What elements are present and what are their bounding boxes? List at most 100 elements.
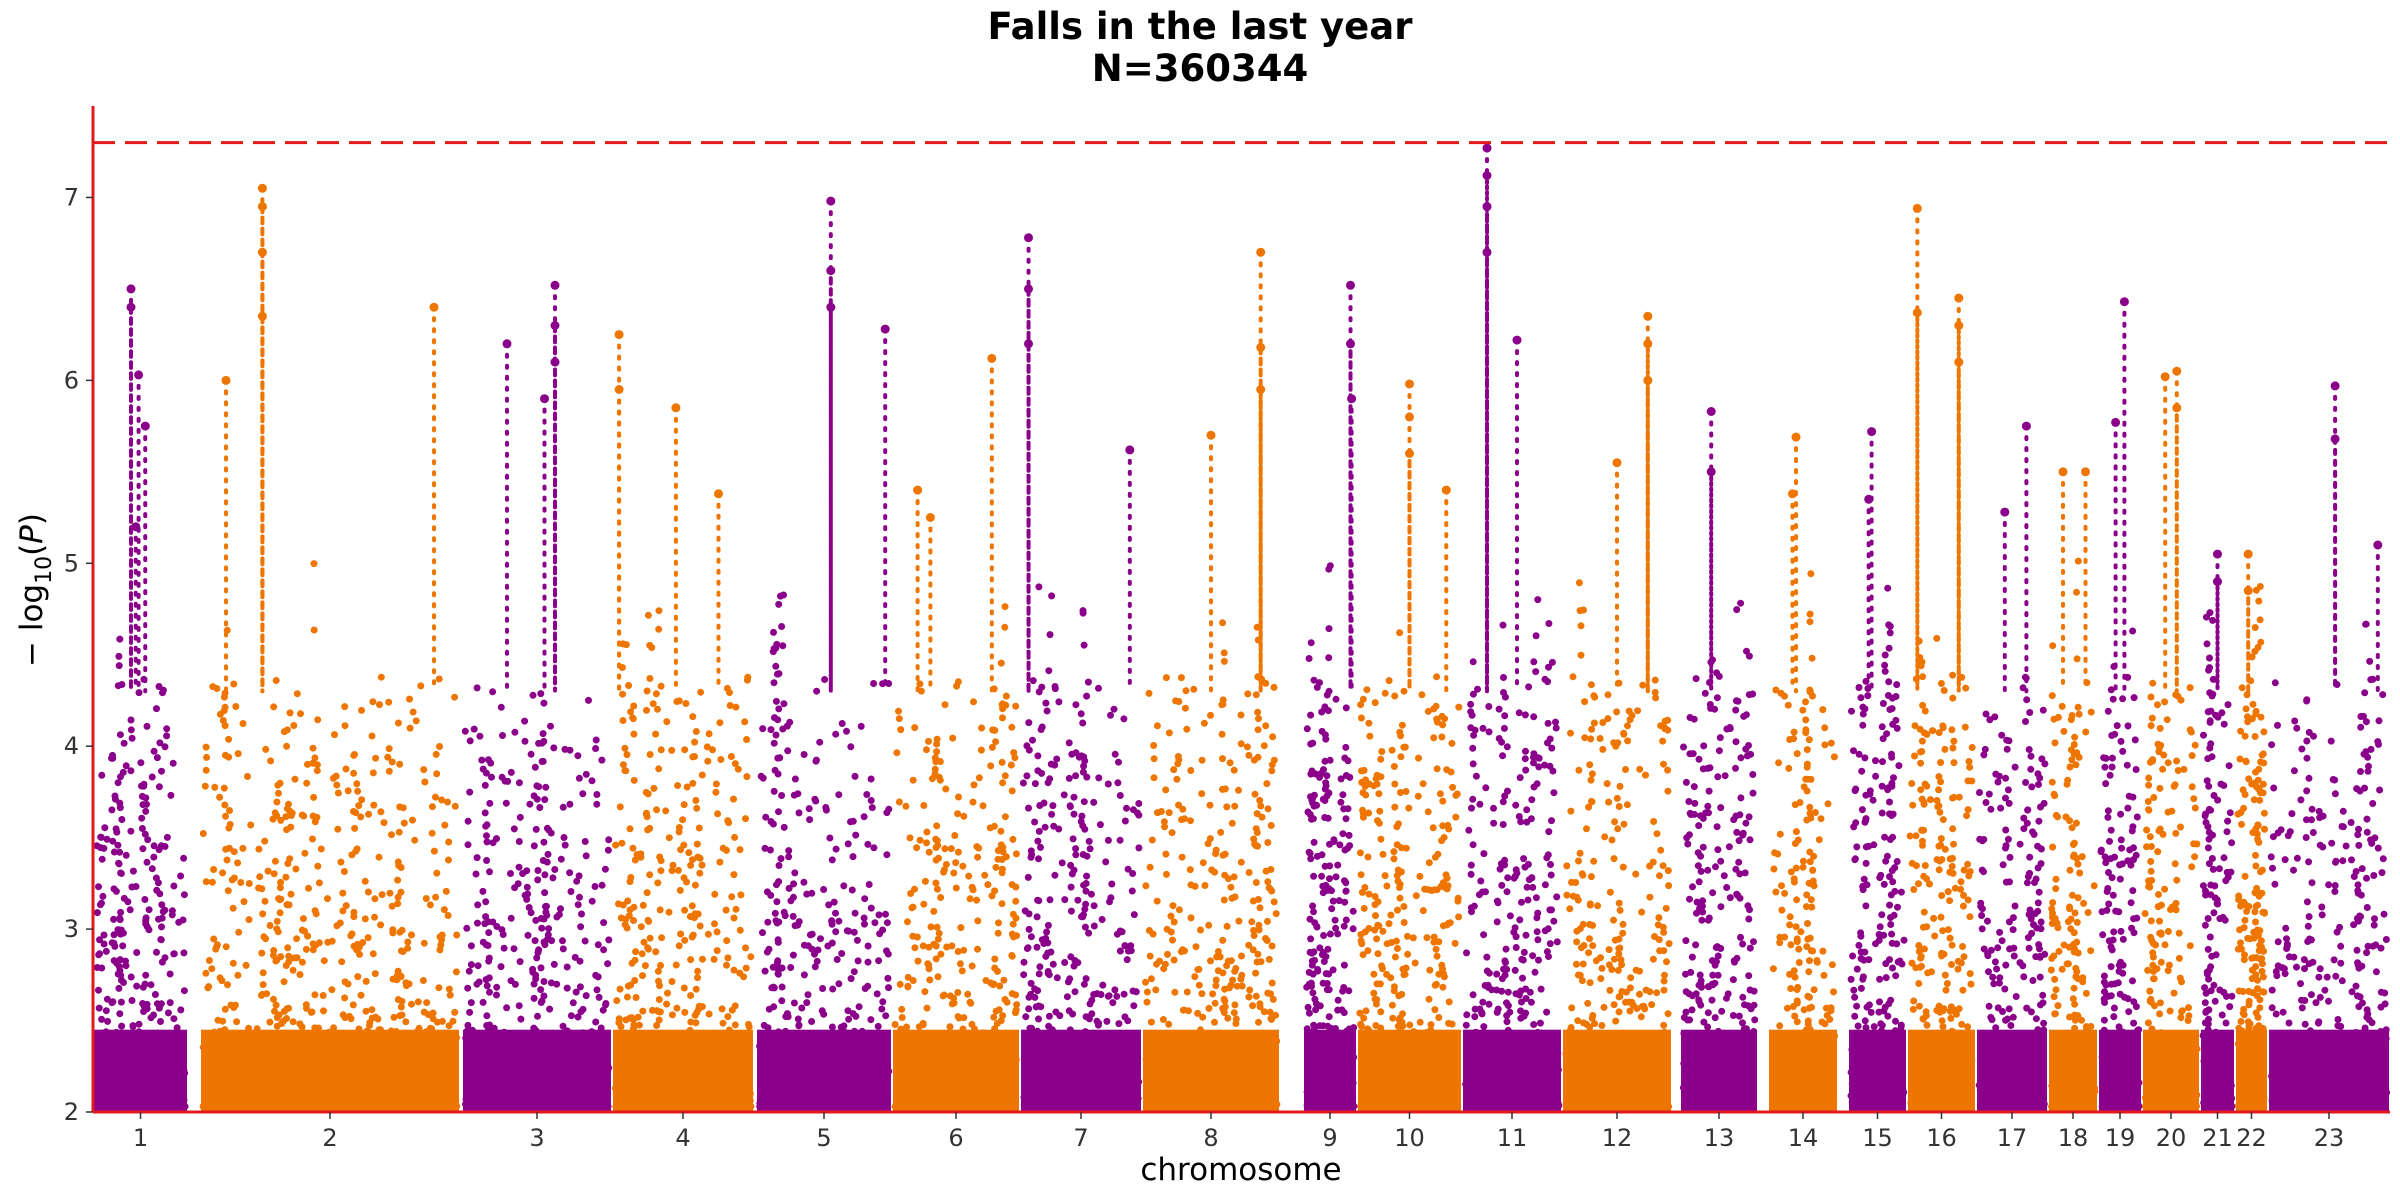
y-tick-label-4: 4 bbox=[64, 732, 79, 760]
chromosome-15-point-cloud bbox=[1847, 584, 1908, 1110]
chromosome-13-lead-point-1 bbox=[1706, 467, 1716, 477]
chromosome-18-lead-point-1 bbox=[2081, 467, 2090, 477]
x-tick-label-9: 9 bbox=[1322, 1124, 1337, 1152]
chromosome-9-point-cloud bbox=[1303, 562, 1358, 1110]
chromosome-2-lead-point-1 bbox=[257, 202, 267, 212]
chromosome-20-lead-point-1 bbox=[2160, 372, 2170, 382]
x-tick-label-5: 5 bbox=[816, 1124, 831, 1152]
chromosome-17-lead-point-0 bbox=[2021, 421, 2031, 431]
chromosome-23-lead-point-1 bbox=[2330, 434, 2340, 444]
chromosome-20-lead-point-2 bbox=[2172, 403, 2182, 413]
x-tick-label-4: 4 bbox=[675, 1124, 690, 1152]
chromosome-2-point-cloud bbox=[199, 560, 461, 1110]
chromosome-7-point-cloud bbox=[1019, 583, 1143, 1110]
chromosome-18-lead-point-0 bbox=[2058, 467, 2068, 477]
chromosome-16-lead-point-0 bbox=[1912, 203, 1922, 213]
y-axis-title-text: − log10(P) bbox=[14, 513, 57, 667]
chart-title: Falls in the last year bbox=[987, 5, 1413, 48]
y-tick-label-2: 2 bbox=[64, 1098, 79, 1126]
x-tick-label-12: 12 bbox=[1602, 1124, 1633, 1152]
chromosome-3-lead-point-1 bbox=[550, 321, 560, 330]
chromosome-20-point-cloud bbox=[2141, 679, 2201, 1110]
chromosome-1-lead-point-3 bbox=[140, 421, 150, 431]
chromosome-21-lead-point-0 bbox=[2213, 549, 2222, 559]
chromosome-10-lead-point-3 bbox=[1441, 485, 1451, 495]
x-tick-label-13: 13 bbox=[1704, 1124, 1735, 1152]
chromosome-8-point-cloud bbox=[1142, 619, 1281, 1110]
chromosome-15-lead-point-0 bbox=[1867, 427, 1877, 437]
chromosome-18-point-cloud bbox=[2047, 557, 2099, 1110]
y-tick-label-7: 7 bbox=[64, 183, 79, 211]
data-points-layer bbox=[92, 143, 2391, 1112]
x-tick-label-15: 15 bbox=[1862, 1124, 1893, 1152]
chromosome-7-lead-point-2 bbox=[1024, 339, 1033, 349]
chromosome-7-lead-point-0 bbox=[1024, 233, 1033, 243]
chromosome-19-lead-point-1 bbox=[2111, 417, 2121, 427]
chromosome-10-lead-point-0 bbox=[1405, 379, 1414, 389]
chromosome-13-lead-point-0 bbox=[1706, 407, 1716, 416]
chromosome-4-lead-point-1 bbox=[614, 385, 624, 394]
chromosome-6-lead-point-0 bbox=[987, 353, 997, 363]
chromosome-10-lead-point-1 bbox=[1405, 412, 1414, 422]
chromosome-8-lead-point-1 bbox=[1256, 342, 1266, 352]
x-tick-label-8: 8 bbox=[1203, 1124, 1218, 1152]
chromosome-1-lead-point-2 bbox=[134, 370, 144, 380]
chromosome-10-point-cloud bbox=[1356, 629, 1463, 1110]
x-tick-label-6: 6 bbox=[948, 1124, 963, 1152]
chromosome-9-lead-point-2 bbox=[1347, 394, 1357, 404]
chromosome-10-lead-point-2 bbox=[1405, 449, 1414, 458]
chromosome-1-lead-point-1 bbox=[126, 302, 136, 312]
chromosome-11-lead-point-4 bbox=[1512, 335, 1522, 345]
chromosome-5-lead-point-0 bbox=[826, 196, 836, 206]
chromosome-17-point-cloud bbox=[1975, 673, 2049, 1110]
x-tick-label-10: 10 bbox=[1394, 1124, 1425, 1152]
x-tick-label-14: 14 bbox=[1788, 1124, 1819, 1152]
x-tick-label-11: 11 bbox=[1497, 1124, 1528, 1152]
chromosome-21-point-cloud bbox=[2199, 609, 2236, 1110]
chromosome-16-lead-point-2 bbox=[1954, 293, 1964, 303]
y-axis-title: − log10(P) bbox=[14, 513, 57, 667]
chromosome-1-lead-point-0 bbox=[126, 284, 136, 294]
x-tick-label-17: 17 bbox=[1997, 1124, 2028, 1152]
chromosome-15-lead-point-1 bbox=[1864, 494, 1874, 504]
chromosome-2-lead-point-2 bbox=[257, 247, 267, 257]
chromosome-22-lead-point-0 bbox=[2243, 549, 2253, 559]
chromosome-8-lead-point-2 bbox=[1256, 385, 1266, 394]
chromosome-7-lead-point-3 bbox=[1125, 445, 1135, 455]
y-tick-label-5: 5 bbox=[64, 549, 79, 577]
chromosome-19-point-cloud bbox=[2097, 627, 2143, 1110]
x-tick-label-3: 3 bbox=[529, 1124, 544, 1152]
x-tick-label-20: 20 bbox=[2156, 1124, 2187, 1152]
chromosome-2-lead-point-5 bbox=[221, 375, 231, 385]
chromosome-1-lead-point-4 bbox=[131, 522, 141, 532]
chromosome-16-point-cloud bbox=[1906, 634, 1976, 1110]
x-axis-title: chromosome bbox=[1140, 1152, 1341, 1188]
chromosome-19-lead-point-0 bbox=[2119, 297, 2129, 307]
chromosome-3-lead-point-3 bbox=[502, 339, 512, 349]
chromosome-4-lead-point-0 bbox=[614, 330, 624, 340]
x-tick-label-7: 7 bbox=[1073, 1124, 1088, 1152]
x-tick-label-22: 22 bbox=[2236, 1124, 2267, 1152]
chromosome-3-lead-point-0 bbox=[550, 280, 560, 290]
x-tick-label-1: 1 bbox=[133, 1124, 148, 1152]
chromosome-16-lead-point-1 bbox=[1912, 308, 1922, 318]
x-tick-label-21: 21 bbox=[2202, 1124, 2233, 1152]
chromosome-12-lead-point-3 bbox=[1612, 458, 1622, 468]
chromosome-17-lead-point-1 bbox=[2000, 507, 2010, 517]
chromosome-2-lead-point-4 bbox=[429, 302, 439, 312]
y-tick-label-6: 6 bbox=[64, 366, 79, 394]
chromosome-12-lead-point-2 bbox=[1643, 375, 1653, 385]
chromosome-3-lead-point-2 bbox=[550, 357, 560, 367]
chromosome-11-lead-point-0 bbox=[1482, 143, 1492, 153]
y-axis-title-variable: P bbox=[14, 525, 50, 544]
chromosome-6-lead-point-1 bbox=[913, 485, 923, 495]
chromosome-9-lead-point-0 bbox=[1346, 280, 1355, 290]
x-tick-label-16: 16 bbox=[1926, 1124, 1957, 1152]
chromosome-22-point-cloud bbox=[2234, 583, 2269, 1110]
x-tick-label-2: 2 bbox=[322, 1124, 337, 1152]
chromosome-5-lead-point-3 bbox=[880, 324, 890, 334]
chromosome-23-lead-point-0 bbox=[2330, 381, 2340, 391]
chromosome-16-lead-point-3 bbox=[1954, 321, 1964, 330]
chromosome-11-lead-point-1 bbox=[1482, 171, 1492, 180]
